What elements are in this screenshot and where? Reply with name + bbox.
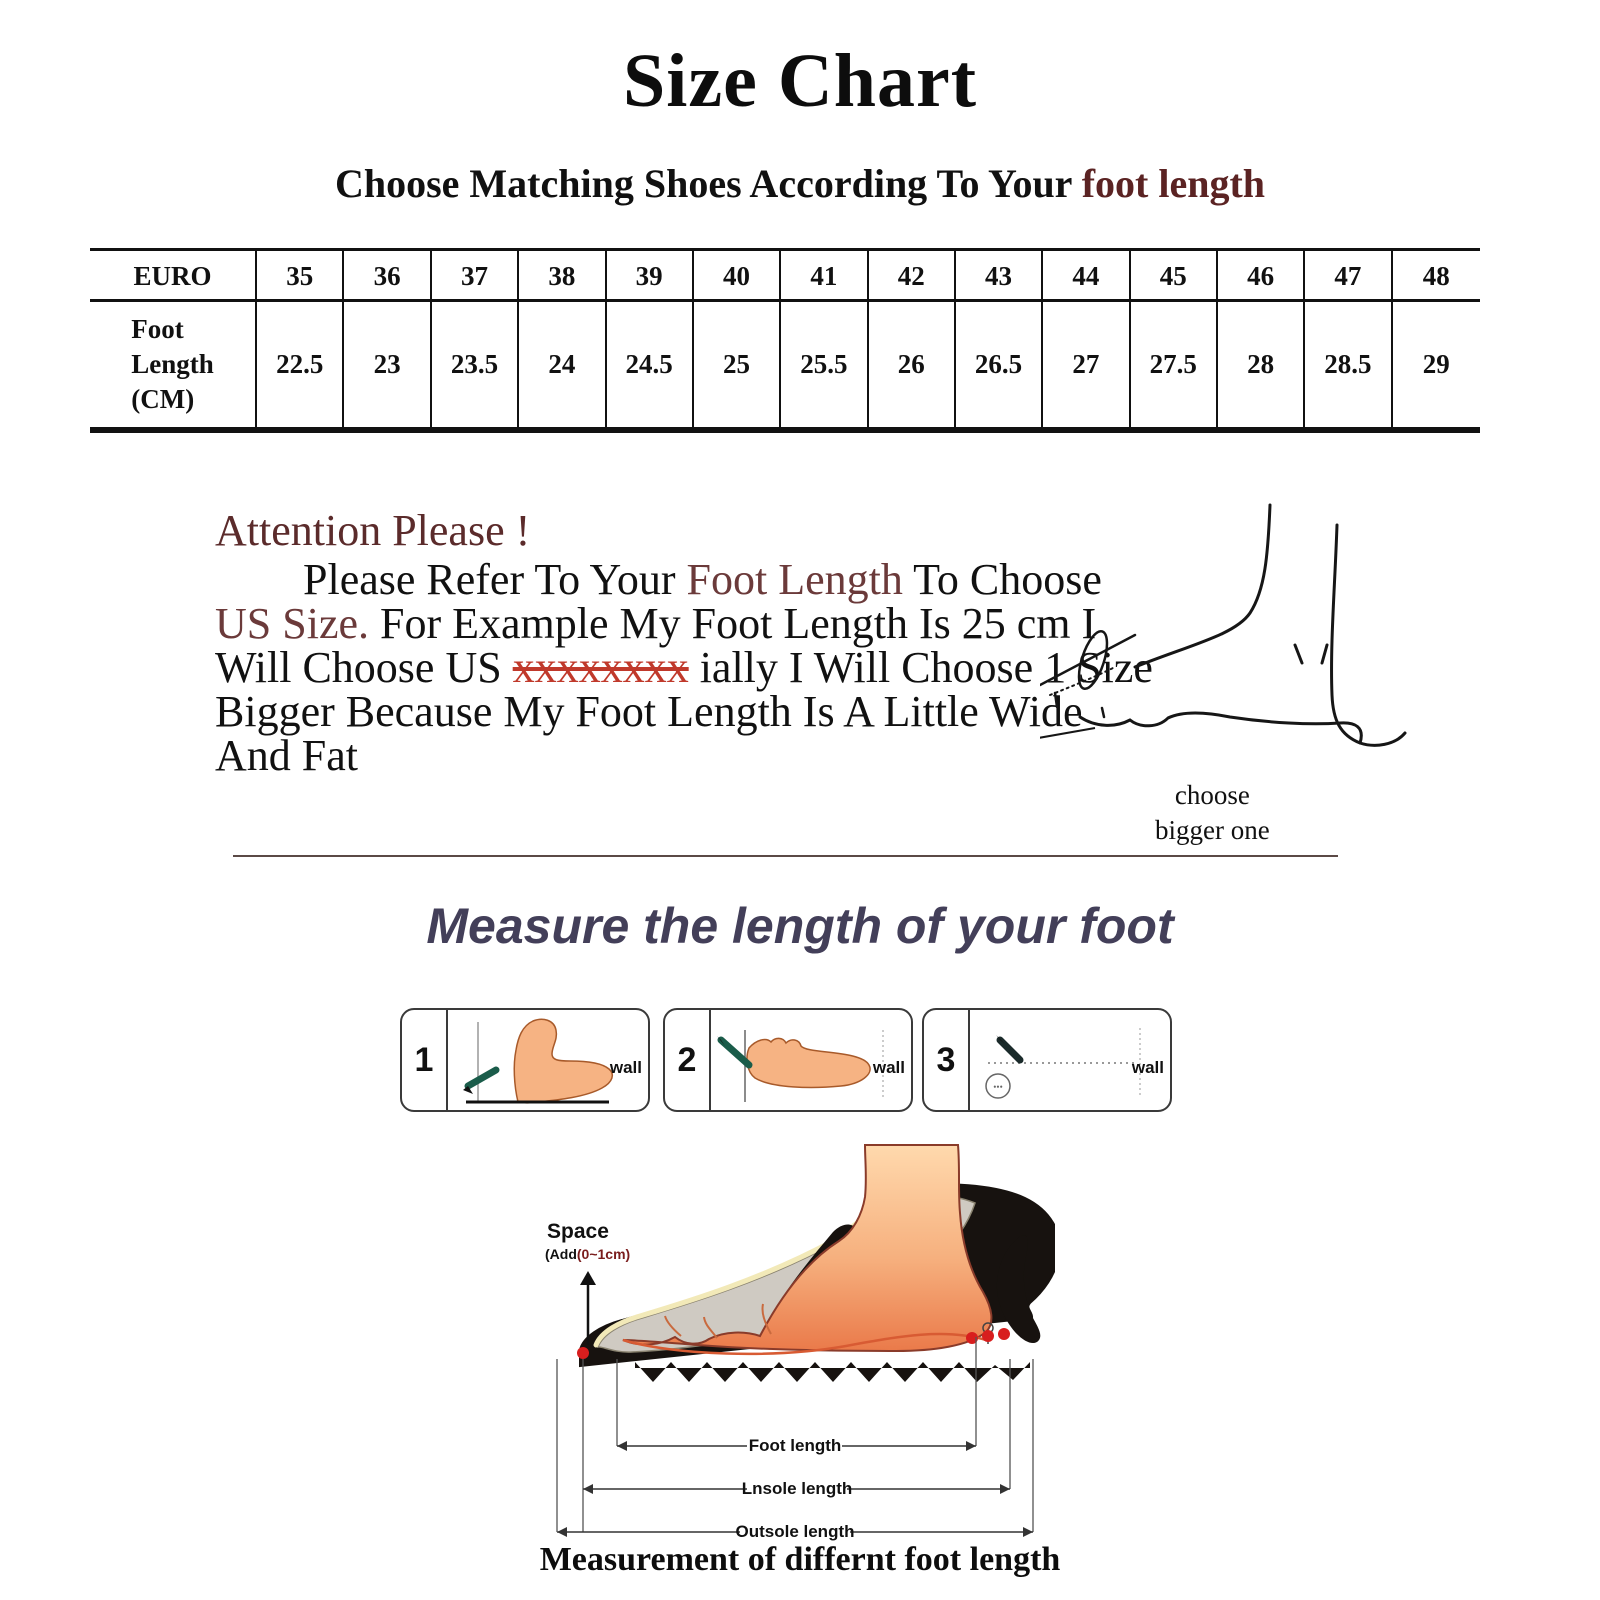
svg-text:Space: Space: [547, 1220, 609, 1243]
svg-text:Lnsole length: Lnsole length: [742, 1479, 853, 1498]
svg-text:•••: •••: [993, 1082, 1002, 1092]
svg-text:Foot length: Foot length: [749, 1436, 842, 1455]
svg-text:(Add(0~1cm): (Add(0~1cm): [545, 1246, 630, 1262]
svg-text:Outsole length: Outsole length: [736, 1522, 855, 1541]
